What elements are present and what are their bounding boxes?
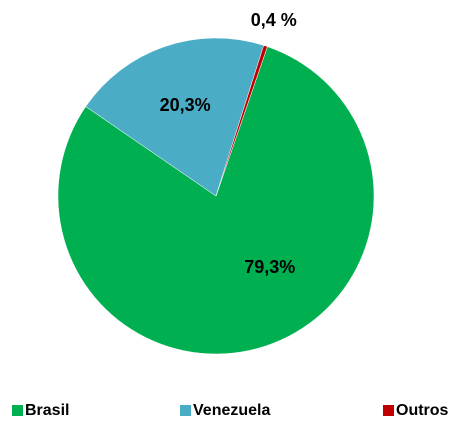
legend-swatch: [12, 405, 23, 416]
pie-slice: [85, 37, 264, 197]
legend-label: Brasil: [25, 402, 69, 419]
legend-label: Outros: [396, 402, 449, 419]
legend-swatch: [180, 405, 191, 416]
data-label: 79,3%: [244, 257, 295, 277]
data-label: 0,4 %: [251, 10, 297, 30]
legend-swatch: [383, 405, 394, 416]
data-label: 20,3%: [160, 95, 211, 115]
legend-label: Venezuela: [193, 402, 270, 419]
pie-slice: [57, 46, 375, 355]
pie-slice: [215, 45, 268, 197]
